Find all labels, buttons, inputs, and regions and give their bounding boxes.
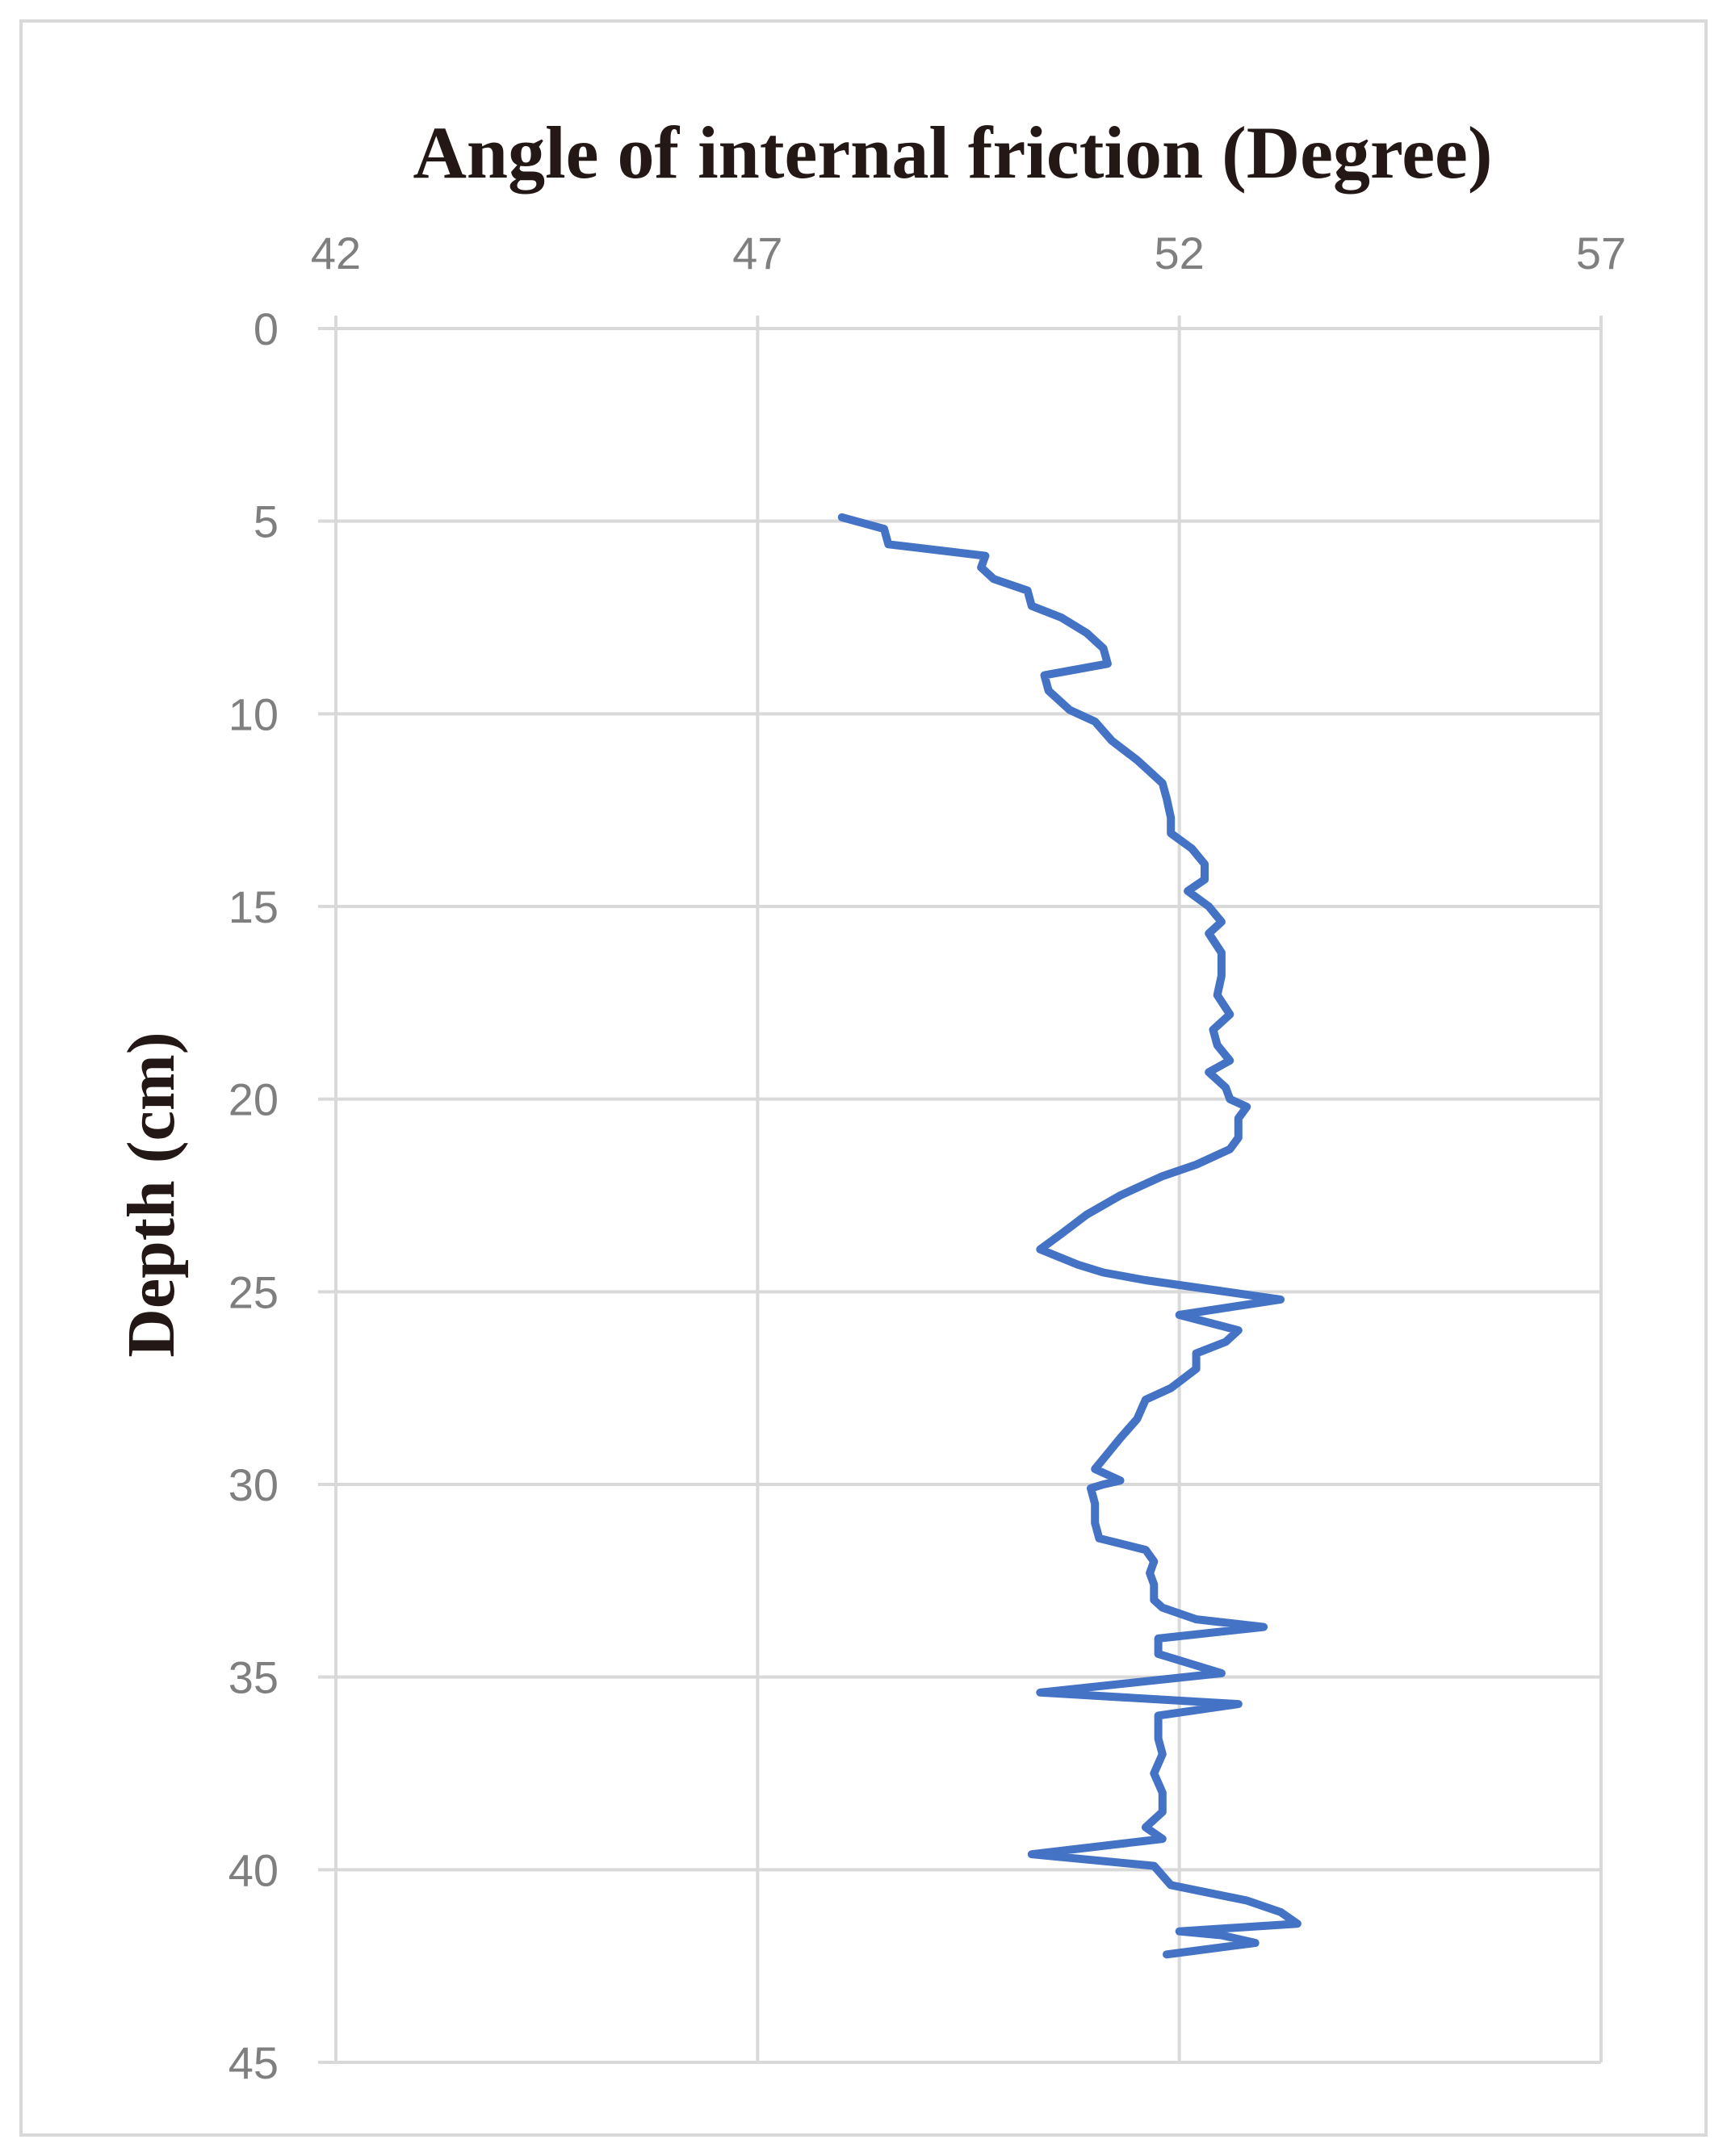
x-tick-label: 57 <box>1576 228 1626 278</box>
series-layer <box>837 513 1302 1959</box>
chart-title: Angle of internal friction (Degree) <box>413 111 1492 194</box>
y-tick-label: 30 <box>228 1459 279 1510</box>
y-tick-label: 5 <box>254 496 279 547</box>
tick-labels: 0 5 10 15 20 25 30 35 40 45 42 47 52 57 <box>228 228 1626 2088</box>
y-tick-label: 10 <box>228 689 279 739</box>
y-axis-label: Depth (cm) <box>114 1032 189 1358</box>
y-tick-label: 25 <box>228 1266 279 1317</box>
y-tick-label: 40 <box>228 1844 279 1895</box>
y-tick-label: 35 <box>228 1652 279 1703</box>
grid-lines <box>318 316 1603 2064</box>
y-tick-label: 20 <box>228 1074 279 1125</box>
y-tick-label: 45 <box>228 2037 279 2088</box>
y-tick-label: 0 <box>254 304 279 354</box>
chart-border <box>19 19 1708 2137</box>
x-tick-label: 47 <box>732 228 782 278</box>
series-line <box>837 513 1302 1959</box>
x-tick-label: 42 <box>311 228 361 278</box>
y-tick-label: 15 <box>228 881 279 932</box>
x-tick-label: 52 <box>1155 228 1205 278</box>
